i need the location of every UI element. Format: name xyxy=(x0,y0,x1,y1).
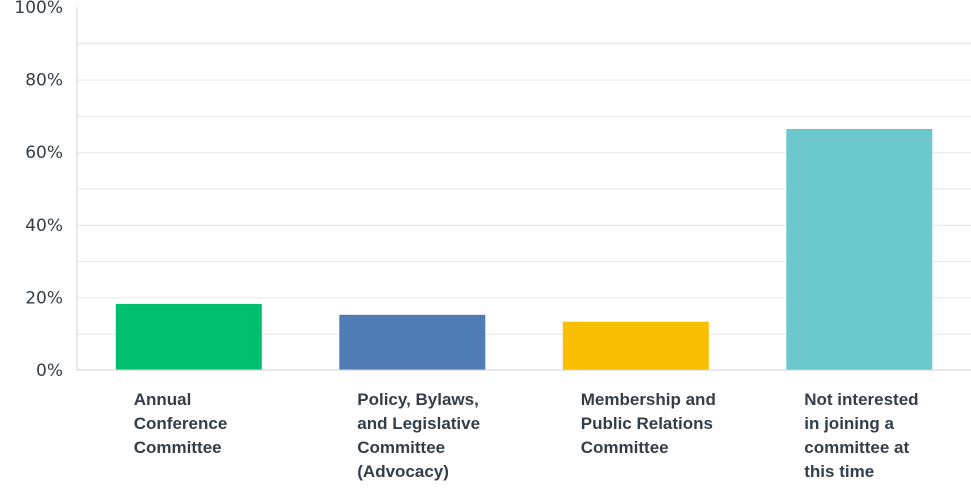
x-tick-label: Membership and Public Relations Committe… xyxy=(580,390,716,457)
bar xyxy=(786,129,933,370)
bars xyxy=(115,129,933,370)
bar xyxy=(339,314,486,370)
y-tick-label: 0% xyxy=(36,361,63,381)
y-tick-label: 100% xyxy=(14,0,63,18)
y-tick-label: 20% xyxy=(25,288,63,308)
gridlines xyxy=(77,43,971,335)
x-tick-label: Annual Conference Committee xyxy=(133,390,228,457)
bar xyxy=(115,303,262,370)
y-tick-label: 40% xyxy=(25,216,63,236)
y-tick-label: 60% xyxy=(25,143,63,163)
bar xyxy=(562,321,709,370)
x-tick-label: Not interested in joining a committee at… xyxy=(804,390,919,481)
y-tick-label: 80% xyxy=(25,71,63,91)
y-axis-ticks: 0% 20% 40% 60% 80% 100% xyxy=(14,0,63,381)
x-tick-label: Policy, Bylaws, and Legislative Committe… xyxy=(357,390,481,481)
